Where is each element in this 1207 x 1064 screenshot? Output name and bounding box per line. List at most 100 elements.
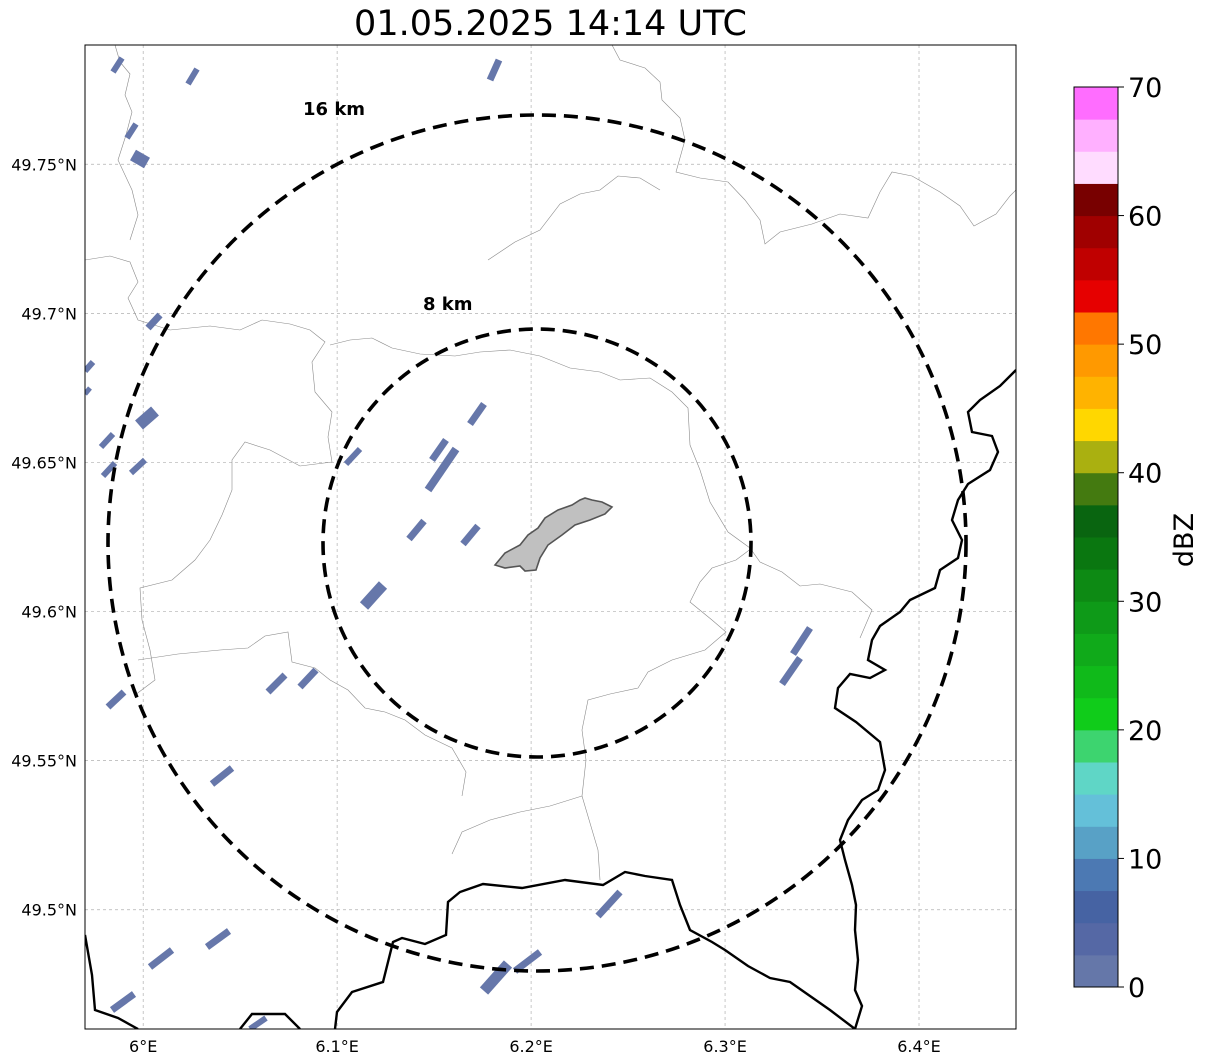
colorbar-label: dBZ <box>1169 513 1200 567</box>
lon-tick-label: 6°E <box>129 1037 157 1056</box>
lat-tick-label: 49.7°N <box>21 304 77 323</box>
lat-tick-label: 49.55°N <box>11 752 77 771</box>
admin-boundary <box>581 547 753 881</box>
radar-echo <box>790 626 813 656</box>
lon-tick-labels: 6°E 6.1°E 6.2°E 6.3°E 6.4°E <box>129 1037 941 1056</box>
radar-echo <box>512 949 543 974</box>
lat-tick-label: 49.5°N <box>21 901 77 920</box>
radar-echo <box>779 656 803 686</box>
admin-boundary <box>451 795 583 855</box>
colorbar-band <box>1074 312 1118 345</box>
colorbar-tick-label: 30 <box>1128 587 1162 618</box>
country-border <box>833 369 1016 1029</box>
colorbar-band <box>1074 344 1118 377</box>
colorbar-band <box>1074 183 1118 217</box>
country-border <box>239 1012 301 1029</box>
range-ring-8km <box>321 327 753 759</box>
central-polygon <box>493 497 614 572</box>
colorbar-tick-label: 0 <box>1128 973 1145 1004</box>
map-panel: 16 km 8 km <box>84 44 1017 1030</box>
admin-boundary <box>114 45 139 241</box>
lon-tick-label: 6.3°E <box>703 1037 747 1056</box>
colorbar-band <box>1074 729 1118 763</box>
radar-echo <box>185 67 200 86</box>
admin-boundary <box>487 175 661 261</box>
map-title: 01.05.2025 14:14 UTC <box>354 4 747 44</box>
colorbar-band <box>1074 858 1118 892</box>
radar-echo <box>429 437 449 463</box>
radar-echo <box>467 401 487 427</box>
radar-echo <box>98 431 116 450</box>
admin-boundary <box>611 45 1016 245</box>
radar-echo <box>265 672 288 695</box>
radar-echo <box>406 518 427 542</box>
radar-echo <box>110 56 125 74</box>
colorbar-tick-label: 10 <box>1128 844 1162 875</box>
colorbar-frame <box>1073 86 1119 988</box>
map-frame <box>84 44 1017 1030</box>
radar-echo <box>343 446 363 467</box>
radar-echo <box>204 928 232 950</box>
colorbar-tick-label: 40 <box>1128 459 1162 490</box>
admin-boundary <box>85 255 333 696</box>
radar-echo <box>460 523 481 547</box>
colorbar-band <box>1074 440 1118 474</box>
colorbar: 0 10 20 30 40 50 60 70 dBZ <box>1073 73 1200 1004</box>
colorbar-bands <box>1074 87 1118 988</box>
radar-echo <box>297 667 319 690</box>
colorbar-band <box>1074 601 1118 634</box>
radar-echo <box>486 58 503 82</box>
colorbar-band <box>1074 215 1118 249</box>
colorbar-band <box>1074 279 1118 313</box>
admin-boundary <box>329 337 873 639</box>
radar-echo <box>595 889 623 919</box>
colorbar-tick-label: 60 <box>1128 202 1162 233</box>
radar-echo <box>359 581 388 610</box>
radar-echo <box>85 386 92 396</box>
colorbar-band <box>1074 697 1118 731</box>
colorbar-band <box>1074 408 1118 442</box>
radar-echo <box>109 991 137 1013</box>
lon-tick-label: 6.2°E <box>509 1037 553 1056</box>
colorbar-band <box>1074 890 1118 924</box>
colorbar-band <box>1074 665 1118 699</box>
colorbar-band <box>1074 87 1118 120</box>
lat-tick-label: 49.75°N <box>11 155 77 174</box>
range-ring-label-16km: 16 km <box>303 99 365 120</box>
country-border <box>333 870 856 1029</box>
radar-echo <box>145 312 163 331</box>
lat-tick-label: 49.6°N <box>21 603 77 622</box>
radar-echo <box>100 460 118 479</box>
range-ring-label-8km: 8 km <box>423 294 473 315</box>
radar-echo <box>147 947 175 970</box>
radar-echo <box>209 765 235 787</box>
colorbar-ticks: 0 10 20 30 40 50 60 70 <box>1118 73 1162 1004</box>
radar-echo <box>135 406 159 430</box>
country-border <box>85 934 139 1029</box>
colorbar-band <box>1074 537 1118 570</box>
colorbar-tick-label: 70 <box>1128 73 1162 104</box>
radar-echo <box>128 457 148 476</box>
colorbar-band <box>1074 119 1118 152</box>
colorbar-band <box>1074 794 1118 827</box>
colorbar-band <box>1074 472 1118 506</box>
colorbar-band <box>1074 954 1118 988</box>
colorbar-band <box>1074 569 1118 602</box>
lat-tick-label: 49.65°N <box>11 453 77 472</box>
colorbar-band <box>1074 247 1118 281</box>
lon-tick-label: 6.4°E <box>897 1037 941 1056</box>
radar-echo <box>248 1015 268 1029</box>
colorbar-tick-label: 50 <box>1128 330 1162 361</box>
lat-tick-labels: 49.75°N 49.7°N 49.65°N 49.6°N 49.55°N 49.5°N <box>11 155 77 919</box>
range-ring-16km <box>106 113 968 973</box>
radar-echo <box>105 689 127 710</box>
admin-boundary <box>137 631 467 797</box>
colorbar-band <box>1074 376 1118 409</box>
colorbar-band <box>1074 826 1118 859</box>
gridlines <box>85 45 1016 1029</box>
colorbar-band <box>1074 922 1118 956</box>
lon-tick-label: 6.1°E <box>315 1037 359 1056</box>
colorbar-band <box>1074 633 1118 667</box>
radar-echo <box>124 122 139 140</box>
